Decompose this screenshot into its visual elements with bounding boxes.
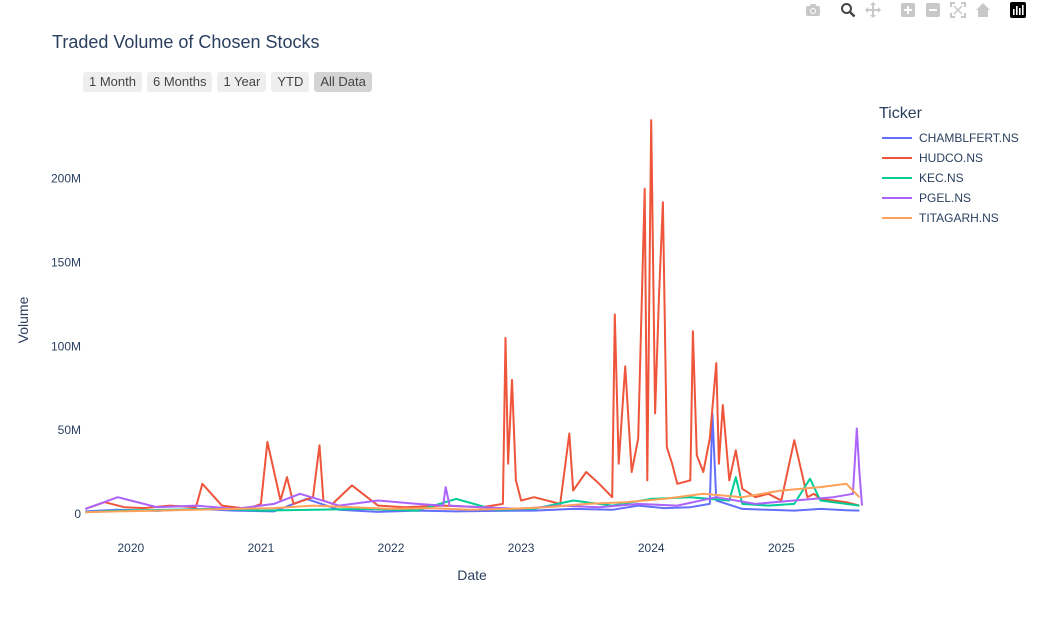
legend-label: TITAGARH.NS [919,211,999,225]
zoom-icon[interactable] [838,0,858,20]
pan-icon[interactable] [863,0,883,20]
legend-title: Ticker [879,105,922,122]
legend-label: CHAMBLFERT.NS [919,131,1019,145]
range-button-1-month[interactable]: 1 Month [83,72,142,92]
y-tick-label: 150M [51,256,81,270]
legend-item[interactable]: PGEL.NS [879,188,1019,208]
series-line-hudco-ns[interactable] [84,119,860,510]
legend-swatch [882,217,912,219]
legend: Ticker CHAMBLFERT.NS HUDCO.NS KEC.NS PGEL.N… [879,105,1019,228]
x-axis-title: Date [457,567,487,583]
range-button-6-months[interactable]: 6 Months [146,72,213,92]
legend-swatch [882,177,912,179]
y-tick-label: 100M [51,339,81,353]
plot-area[interactable] [84,119,863,514]
legend-item[interactable]: KEC.NS [879,168,1019,188]
series-line-titagarh-ns[interactable] [85,482,861,514]
range-button-ytd[interactable]: YTD [271,72,310,92]
y-axis-title: Volume [15,296,31,343]
series-line-pgel-ns[interactable] [84,427,863,510]
x-tick-label: 2022 [378,541,405,555]
legend-swatch [882,137,912,139]
autoscale-icon[interactable] [948,0,968,20]
y-tick-label: 50M [58,423,81,437]
x-tick-label: 2024 [638,541,665,555]
legend-label: PGEL.NS [919,191,972,205]
zoom-out-icon[interactable] [923,0,943,20]
range-button-all-data[interactable]: All Data [314,72,372,92]
legend-swatch [882,157,912,159]
legend-item[interactable]: HUDCO.NS [879,148,1019,168]
legend-label: KEC.NS [919,171,964,185]
legend-swatch [882,197,912,199]
y-tick-label: 0 [74,507,81,521]
camera-icon[interactable] [803,0,823,20]
range-selector: 1 Month 6 Months 1 Year YTD All Data [83,72,377,92]
range-button-1-year[interactable]: 1 Year [217,72,267,92]
x-tick-label: 2021 [248,541,275,555]
x-tick-label: 2020 [117,541,144,555]
y-axis: 0 50M 100M 150M 200M [51,172,81,521]
plotly-logo-icon[interactable] [1008,0,1028,20]
legend-item[interactable]: TITAGARH.NS [879,208,1019,228]
modebar [788,0,1028,20]
legend-item[interactable]: CHAMBLFERT.NS [879,128,1019,148]
chart-title: Traded Volume of Chosen Stocks [52,32,320,52]
reset-axes-icon[interactable] [973,0,993,20]
zoom-in-icon[interactable] [898,0,918,20]
x-axis: 2020 2021 2022 2023 2024 2025 [117,541,795,555]
x-tick-label: 2025 [768,541,795,555]
y-tick-label: 200M [51,172,81,186]
legend-label: HUDCO.NS [919,151,984,165]
x-tick-label: 2023 [508,541,535,555]
